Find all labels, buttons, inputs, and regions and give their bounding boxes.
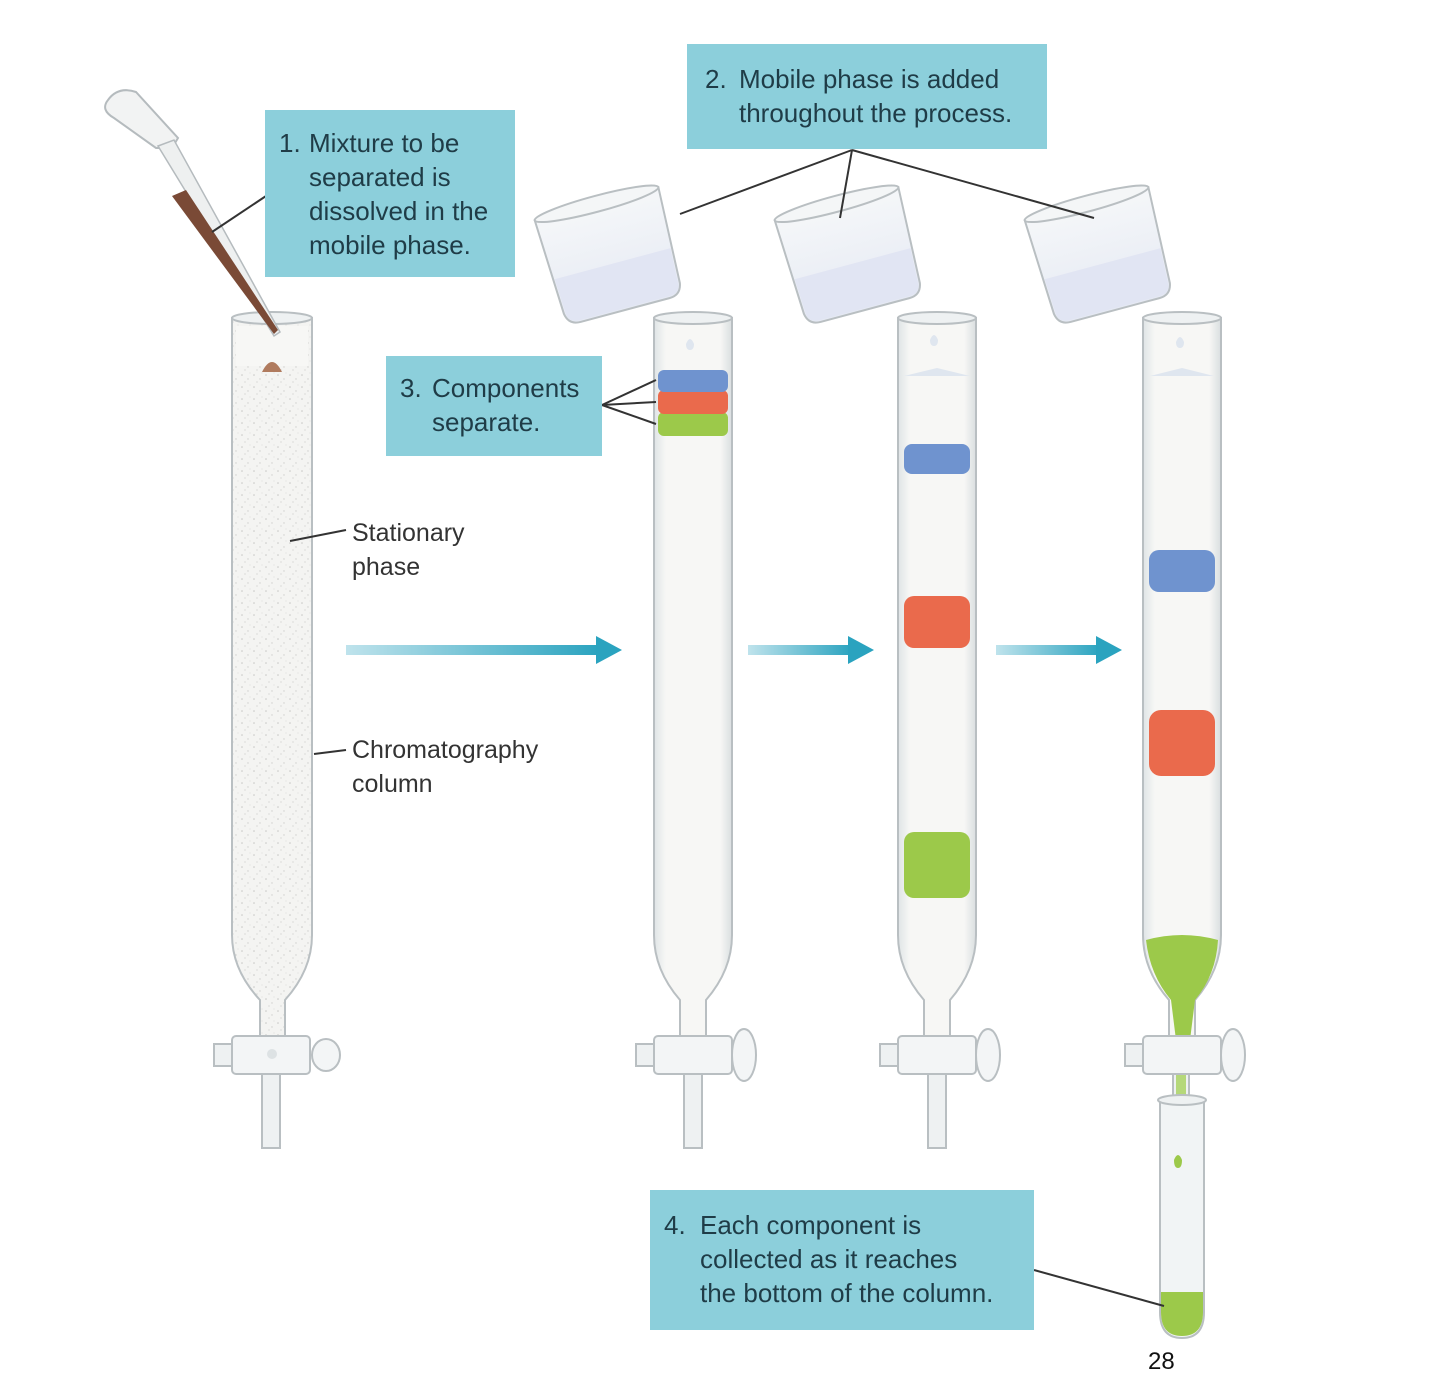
- column-2: [654, 312, 732, 1040]
- arrow-3: [996, 636, 1122, 664]
- band-red: [904, 596, 970, 648]
- step-number: 4.: [664, 1208, 686, 1242]
- step-text: Mobile phase is added throughout the pro…: [739, 62, 1012, 130]
- stopcock-3: [880, 1029, 1000, 1148]
- step-number: 2.: [705, 62, 727, 96]
- band-blue: [1149, 550, 1215, 592]
- callout-step-1: 1. Mixture to be separated is dissolved …: [265, 110, 515, 277]
- collected-component: [1161, 1292, 1203, 1336]
- arrow-1: [346, 636, 622, 664]
- stopcock-1: [214, 1036, 340, 1148]
- column-3: [898, 312, 976, 1040]
- stopcock-2: [636, 1029, 756, 1148]
- band-red: [1149, 710, 1215, 776]
- beaker-1: [533, 179, 687, 326]
- step-text: Mixture to be separated is dissolved in …: [309, 126, 488, 262]
- beaker-3: [1023, 179, 1177, 326]
- beaker-2: [773, 179, 927, 326]
- column-1: [232, 312, 312, 1040]
- callout-step-3: 3. Components separate.: [386, 356, 602, 456]
- step-number: 1.: [279, 126, 301, 160]
- page-number: 28: [1148, 1348, 1175, 1376]
- column-4: [1143, 312, 1221, 1040]
- callout-step-4: 4. Each component is collected as it rea…: [650, 1190, 1034, 1330]
- step-text: Each component is collected as it reache…: [700, 1208, 993, 1310]
- band-blue: [904, 444, 970, 474]
- arrow-2: [748, 636, 874, 664]
- band-green-draining: [1146, 935, 1218, 1040]
- band-green: [904, 832, 970, 898]
- band-red: [658, 390, 728, 414]
- test-tube: [1158, 1095, 1206, 1338]
- label-stationary-phase: Stationary phase: [352, 516, 465, 584]
- label-chromatography-column: Chromatography column: [352, 733, 538, 801]
- step-number: 3.: [400, 371, 422, 405]
- band-green: [658, 412, 728, 436]
- callout-step-2: 2. Mobile phase is added throughout the …: [687, 44, 1047, 149]
- band-blue: [658, 370, 728, 392]
- step-text: Components separate.: [432, 371, 579, 439]
- pipette: [105, 90, 280, 336]
